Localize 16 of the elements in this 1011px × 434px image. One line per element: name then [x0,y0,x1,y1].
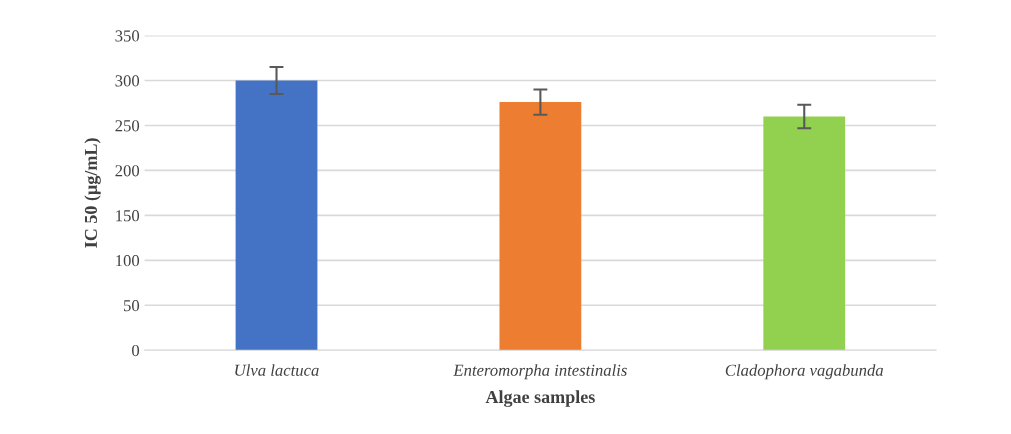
x-axis-title: Algae samples [485,390,595,407]
x-tick-label: Cladophora vagabunda [725,364,884,380]
y-tick-label: 200 [115,165,140,177]
bar [235,80,318,351]
y-axis-title: IC 50 (µg/mL) [84,138,101,248]
bar [763,116,846,351]
y-tick-label: 350 [115,30,140,42]
y-tick-label: 100 [116,255,140,267]
bar [499,102,582,351]
y-tick-label: 300 [115,75,140,87]
y-tick-label: 150 [116,210,140,222]
y-tick-label: 50 [124,299,140,312]
x-tick-label: Ulva lactuca [235,364,319,376]
x-tick-label: Enteromorpha intestinalis [453,364,627,380]
y-tick-label: 250 [115,120,140,132]
y-tick-label: 0 [132,344,140,357]
